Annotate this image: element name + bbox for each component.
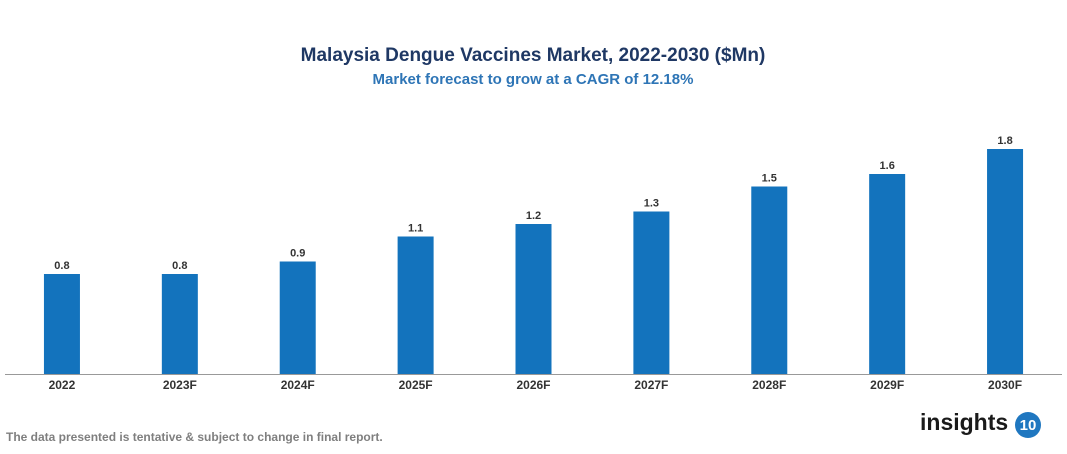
chart-subtitle: Market forecast to grow at a CAGR of 12.… xyxy=(373,71,694,88)
data-label: 1.3 xyxy=(644,197,659,209)
bar xyxy=(751,186,788,374)
bar xyxy=(43,274,80,374)
data-label: 1.5 xyxy=(762,172,777,184)
x-tick-label: 2030F xyxy=(988,378,1022,392)
data-label: 0.8 xyxy=(172,260,187,272)
bar xyxy=(869,174,906,374)
data-label: 0.8 xyxy=(54,260,69,272)
bar xyxy=(279,261,316,374)
data-label: 1.2 xyxy=(526,210,541,222)
data-label: 1.1 xyxy=(408,222,423,234)
logo-badge xyxy=(1015,412,1041,438)
data-label: 1.6 xyxy=(880,160,895,172)
logo-badge-text: 10 xyxy=(1020,417,1037,434)
bar xyxy=(633,211,670,374)
logo-text: insights xyxy=(920,409,1008,435)
data-label: 0.9 xyxy=(290,247,305,259)
bar xyxy=(161,274,198,374)
bar xyxy=(987,149,1024,374)
chart-title: Malaysia Dengue Vaccines Market, 2022-20… xyxy=(301,45,766,66)
x-tick-label: 2027F xyxy=(634,378,668,392)
bar xyxy=(515,224,552,374)
x-tick-label: 2028F xyxy=(752,378,786,392)
bar xyxy=(397,236,434,374)
x-tick-label: 2024F xyxy=(281,378,315,392)
data-label: 1.8 xyxy=(997,135,1012,147)
x-tick-label: 2022 xyxy=(49,378,76,392)
x-tick-label: 2023F xyxy=(163,378,197,392)
x-tick-label: 2029F xyxy=(870,378,904,392)
x-tick-label: 2025F xyxy=(399,378,433,392)
footnote: The data presented is tentative & subjec… xyxy=(6,430,383,444)
x-tick-label: 2026F xyxy=(516,378,550,392)
